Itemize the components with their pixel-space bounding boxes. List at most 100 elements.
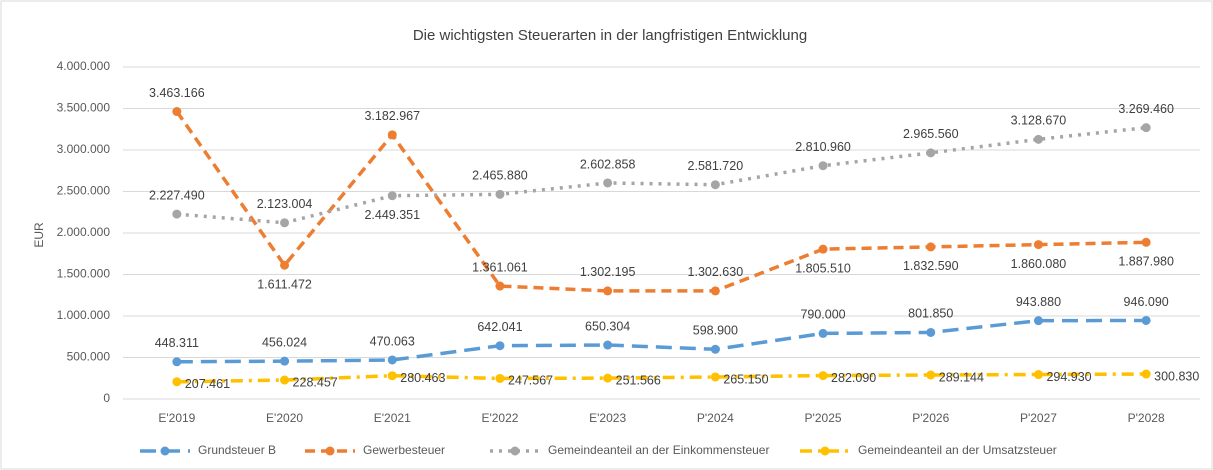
data-point bbox=[387, 371, 397, 381]
data-point bbox=[710, 372, 720, 382]
data-point bbox=[710, 286, 720, 296]
y-tick-label: 3.000.000 bbox=[57, 142, 111, 156]
data-label: 448.311 bbox=[155, 336, 199, 350]
data-label: 1.361.061 bbox=[472, 260, 528, 274]
data-point bbox=[1033, 316, 1043, 326]
data-label: 3.463.166 bbox=[149, 86, 205, 100]
data-point bbox=[1141, 315, 1151, 325]
data-label: 2.581.720 bbox=[688, 159, 744, 173]
data-point bbox=[603, 373, 613, 383]
data-label: 1.302.195 bbox=[580, 265, 636, 279]
data-point bbox=[926, 370, 936, 380]
x-tick-label: E'2020 bbox=[266, 411, 303, 425]
data-label: 2.449.351 bbox=[364, 208, 420, 222]
data-label: 1.860.080 bbox=[1011, 257, 1067, 271]
data-label: 943.880 bbox=[1016, 295, 1061, 309]
data-point bbox=[1141, 369, 1151, 379]
data-label: 207.461 bbox=[185, 377, 230, 391]
x-tick-label: P'2026 bbox=[912, 411, 949, 425]
data-point bbox=[926, 327, 936, 337]
data-label: 1.611.472 bbox=[257, 278, 312, 292]
data-point bbox=[818, 244, 828, 254]
data-point bbox=[280, 356, 290, 366]
y-tick-label: 4.000.000 bbox=[57, 59, 111, 73]
data-label: 2.227.490 bbox=[149, 188, 205, 202]
data-label: 280.463 bbox=[400, 371, 445, 385]
data-point bbox=[710, 180, 720, 190]
data-point bbox=[172, 107, 182, 117]
data-label: 470.063 bbox=[370, 334, 415, 348]
data-label: 650.304 bbox=[585, 319, 630, 333]
legend-label: Gewerbesteuer bbox=[363, 443, 445, 457]
y-tick-label: 2.500.000 bbox=[57, 184, 111, 198]
series-line bbox=[175, 110, 1147, 293]
legend-marker bbox=[160, 446, 170, 456]
data-point bbox=[387, 191, 397, 201]
data-label: 265.150 bbox=[723, 372, 768, 386]
x-tick-label: E'2021 bbox=[374, 411, 411, 425]
data-label: 946.090 bbox=[1124, 295, 1169, 309]
data-label: 1.832.590 bbox=[903, 259, 959, 273]
data-point bbox=[280, 260, 290, 270]
x-tick-label: P'2027 bbox=[1020, 411, 1057, 425]
legend-label: Gemeindeanteil an der Umsatzsteuer bbox=[858, 443, 1057, 457]
data-point bbox=[1141, 237, 1151, 247]
data-label: 282.090 bbox=[831, 371, 876, 385]
data-label: 2.123.004 bbox=[257, 197, 313, 211]
data-label: 598.900 bbox=[693, 324, 738, 338]
legend-marker bbox=[325, 446, 335, 456]
y-tick-label: 1.500.000 bbox=[57, 267, 111, 281]
data-label: 3.182.967 bbox=[364, 109, 420, 123]
data-point bbox=[1141, 123, 1151, 133]
data-point bbox=[1033, 134, 1043, 144]
data-label: 289.144 bbox=[939, 370, 984, 384]
y-tick-label: 3.500.000 bbox=[57, 101, 111, 115]
data-label: 456.024 bbox=[262, 335, 307, 349]
data-point bbox=[818, 371, 828, 381]
y-tick-label: 2.000.000 bbox=[57, 225, 111, 239]
data-label: 228.457 bbox=[293, 375, 338, 389]
data-label: 642.041 bbox=[477, 320, 522, 334]
data-point bbox=[172, 357, 182, 367]
data-label: 801.850 bbox=[908, 307, 953, 321]
data-point bbox=[172, 377, 182, 387]
y-axis-label: EUR bbox=[32, 222, 46, 248]
data-point bbox=[387, 130, 397, 140]
data-point bbox=[1033, 240, 1043, 250]
data-label: 300.830 bbox=[1154, 369, 1199, 383]
data-label: 247.567 bbox=[508, 374, 553, 388]
data-label: 2.810.960 bbox=[795, 140, 851, 154]
data-label: 1.887.980 bbox=[1118, 255, 1174, 269]
y-tick-label: 1.000.000 bbox=[57, 308, 111, 322]
legend-label: Grundsteuer B bbox=[198, 443, 276, 457]
series-line bbox=[176, 125, 1147, 225]
data-label: 2.465.880 bbox=[472, 169, 528, 183]
x-tick-label: P'2024 bbox=[697, 411, 734, 425]
chart-title: Die wichtigsten Steuerarten in der langf… bbox=[413, 27, 807, 44]
data-label: 294.930 bbox=[1046, 370, 1091, 384]
data-label: 1.805.510 bbox=[795, 261, 851, 275]
data-label: 3.269.460 bbox=[1118, 102, 1174, 116]
data-point bbox=[280, 218, 290, 228]
data-point bbox=[818, 328, 828, 338]
data-point bbox=[172, 209, 182, 219]
data-label: 2.602.858 bbox=[580, 157, 636, 171]
data-point bbox=[495, 281, 505, 291]
data-point bbox=[926, 148, 936, 158]
data-point bbox=[926, 242, 936, 252]
data-point bbox=[1033, 370, 1043, 380]
data-point bbox=[603, 178, 613, 188]
data-point bbox=[710, 344, 720, 354]
x-tick-label: E'2023 bbox=[589, 411, 626, 425]
data-label: 3.128.670 bbox=[1011, 114, 1067, 128]
x-tick-label: P'2028 bbox=[1128, 411, 1165, 425]
x-tick-label: E'2022 bbox=[481, 411, 518, 425]
legend-marker bbox=[820, 446, 830, 456]
series-line bbox=[176, 318, 1147, 364]
legend-label: Gemeindeanteil an der Einkommensteuer bbox=[548, 443, 769, 457]
y-tick-label: 500.000 bbox=[67, 350, 111, 364]
data-label: 790.000 bbox=[800, 308, 845, 322]
data-point bbox=[818, 161, 828, 171]
